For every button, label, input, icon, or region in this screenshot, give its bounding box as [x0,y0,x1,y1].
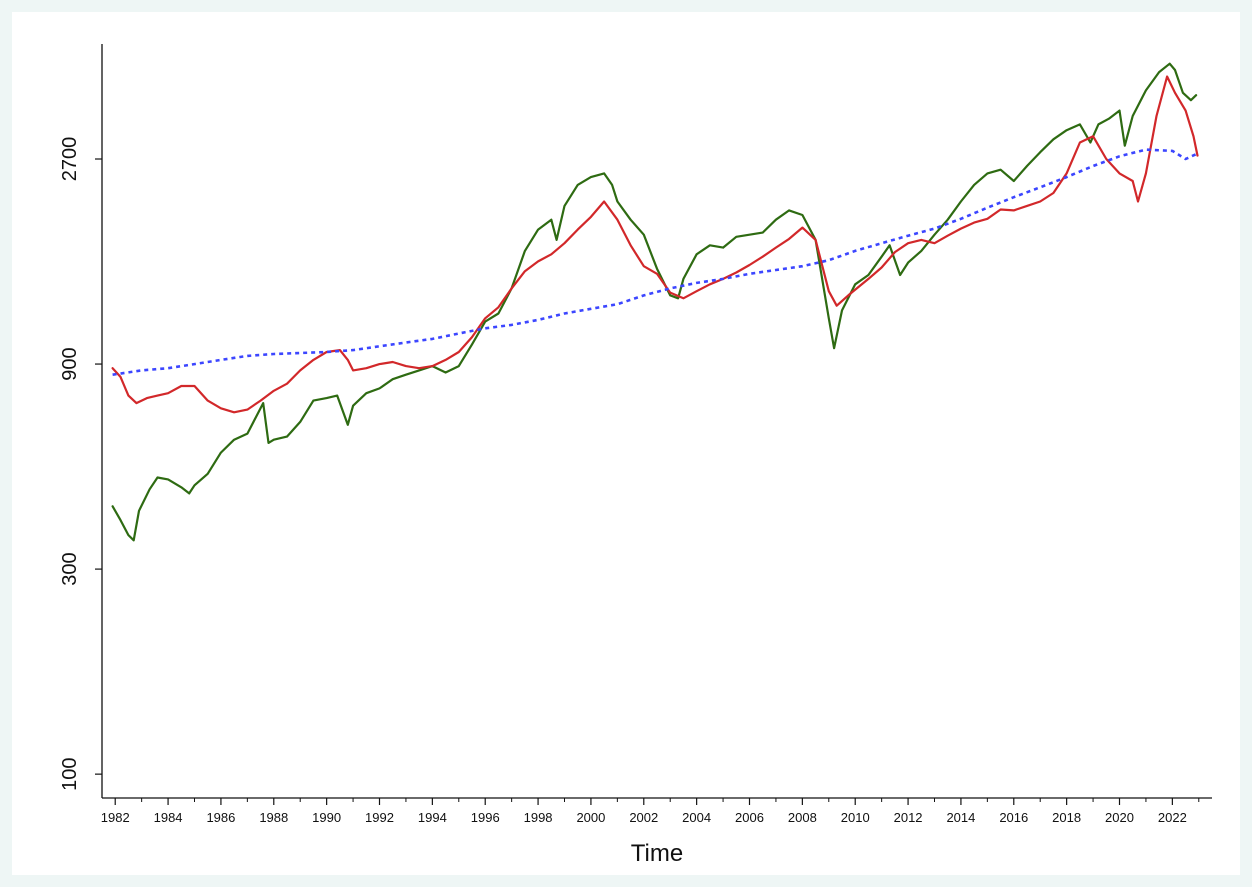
x-tick-label: 1994 [418,810,447,825]
series-group [111,62,1199,542]
axes: 100 300 900 2700 1982 1984 1986 1988 1990 1992 199… [59,44,1212,825]
x-tick-label: 2020 [1105,810,1134,825]
x-tick-label: 2002 [629,810,658,825]
x-tick-label: 2012 [894,810,923,825]
x-tick-label: 1992 [365,810,394,825]
x-tick-label: 1996 [471,810,500,825]
y-tick-label: 2700 [59,137,81,182]
x-tick-label: 2008 [788,810,817,825]
x-tick-label: 1984 [154,810,183,825]
x-tick-label: 1990 [312,810,341,825]
x-tick-label: 2000 [576,810,605,825]
x-tick-label: 2022 [1158,810,1187,825]
line-chart: 100 300 900 2700 1982 1984 1986 1988 1990 1992 199… [59,44,1212,867]
x-axis-title: Time [631,840,683,867]
chart-panel: 100 300 900 2700 1982 1984 1986 1988 1990 1992 199… [12,12,1240,875]
x-tick-label: 1998 [524,810,553,825]
x-tick-label: 2006 [735,810,764,825]
series-line-2 [111,75,1199,414]
y-tick-label: 100 [59,757,81,790]
x-tick-label: 1982 [101,810,130,825]
series-line-1 [111,62,1198,542]
x-tick-label: 2018 [1052,810,1081,825]
x-tick-label: 1988 [259,810,288,825]
y-tick-label: 300 [59,552,81,585]
x-tick-label: 2010 [841,810,870,825]
y-tick-label: 900 [59,347,81,380]
x-tick-label: 1986 [206,810,235,825]
x-tick-label: 2014 [946,810,975,825]
x-tick-label: 2016 [999,810,1028,825]
x-tick-label: 2004 [682,810,711,825]
